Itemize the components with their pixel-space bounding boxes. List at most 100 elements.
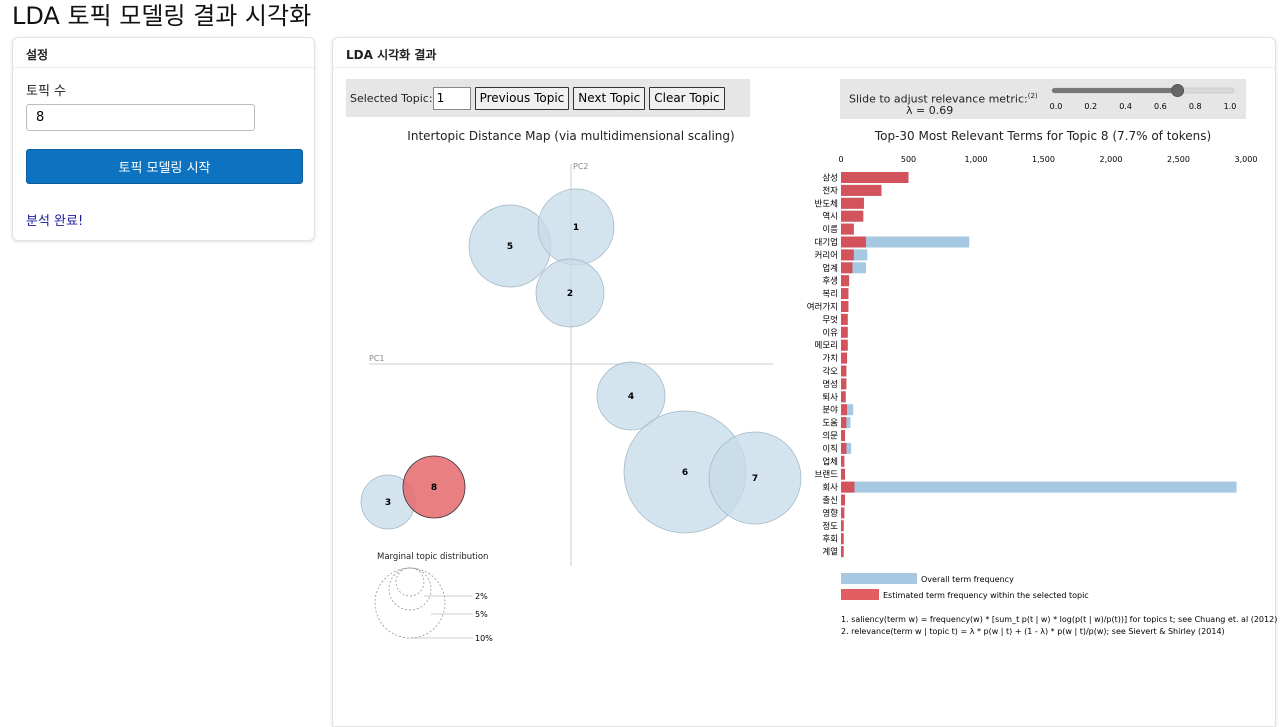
term-bar-overall[interactable] (841, 249, 868, 261)
relevance-slider[interactable]: 0.0 0.2 0.4 0.6 0.8 1.0 (1048, 83, 1238, 117)
term-label[interactable]: 전자 (822, 185, 838, 196)
term-bar-estimated[interactable] (841, 494, 846, 506)
topic-label-6[interactable]: 6 (682, 468, 688, 478)
term-row[interactable]: 이유 (822, 326, 848, 339)
topic-circle-8[interactable] (402, 455, 466, 519)
topic-label-7[interactable]: 7 (752, 474, 758, 484)
term-bar-estimated[interactable] (841, 184, 882, 196)
topic-label-1[interactable]: 1 (573, 223, 579, 233)
term-label[interactable]: 이름 (822, 224, 838, 235)
term-row[interactable]: 여러가지 (807, 301, 849, 313)
term-label[interactable]: 여러가지 (807, 302, 838, 313)
term-row[interactable]: 정도 (822, 520, 844, 532)
selected-topic-input[interactable] (432, 86, 471, 110)
term-label[interactable]: 도움 (822, 419, 838, 429)
term-bar-estimated[interactable] (841, 326, 848, 338)
term-bar-estimated[interactable] (841, 197, 864, 209)
term-label[interactable]: 퇴사 (822, 393, 838, 403)
term-bar-estimated[interactable] (841, 339, 848, 351)
term-bar-estimated[interactable] (841, 172, 909, 183)
previous-topic-button[interactable]: Previous Topic (474, 86, 570, 110)
term-label[interactable]: 의문 (822, 431, 838, 442)
term-bar-estimated[interactable] (841, 468, 846, 480)
topic-label-5[interactable]: 5 (507, 242, 513, 252)
term-row[interactable]: 계열 (822, 546, 844, 558)
term-bar-estimated[interactable] (841, 275, 850, 287)
topic-count-input[interactable] (26, 104, 255, 131)
topic-circle-2[interactable] (535, 258, 605, 328)
term-label[interactable]: 브랜드 (815, 469, 839, 480)
topic-circle-4[interactable] (596, 361, 666, 431)
term-bar-overall[interactable] (841, 404, 854, 416)
term-bar-estimated[interactable] (841, 210, 864, 222)
term-label[interactable]: 명성 (822, 379, 838, 390)
term-bar-overall[interactable] (841, 481, 1237, 493)
next-topic-button[interactable]: Next Topic (573, 86, 646, 110)
term-bar-estimated[interactable] (841, 288, 849, 300)
term-row[interactable]: 전자 (822, 184, 882, 197)
term-row[interactable]: 삼성 (822, 172, 909, 184)
term-label[interactable]: 커리어 (815, 250, 838, 261)
term-label[interactable]: 각오 (822, 366, 838, 377)
term-bar-estimated[interactable] (841, 313, 848, 325)
term-bar-estimated[interactable] (841, 223, 854, 235)
term-label[interactable]: 후회 (822, 535, 838, 545)
start-topic-modeling-button[interactable]: 토픽 모델링 시작 (26, 149, 303, 184)
term-row[interactable]: 이름 (822, 223, 854, 236)
term-bar-estimated[interactable] (841, 249, 854, 261)
term-label[interactable]: 후생 (822, 276, 838, 287)
term-label[interactable]: 역시 (822, 211, 838, 222)
term-label[interactable]: 삼성 (822, 173, 838, 184)
term-row[interactable]: 대기업 (815, 236, 970, 249)
term-row[interactable]: 출신 (822, 494, 846, 507)
term-row[interactable]: 업체 (822, 455, 845, 468)
term-row[interactable]: 회사 (822, 481, 1237, 494)
term-row[interactable]: 퇴사 (822, 391, 846, 403)
term-row[interactable]: 메모리 (815, 339, 848, 352)
term-bar-estimated[interactable] (841, 262, 853, 274)
term-label[interactable]: 업체 (822, 456, 838, 467)
term-row[interactable]: 각오 (822, 365, 847, 378)
term-row[interactable]: 브랜드 (815, 468, 846, 481)
term-row[interactable]: 커리어 (815, 249, 868, 261)
term-bar-estimated[interactable] (841, 455, 845, 467)
term-bar-estimated[interactable] (841, 533, 844, 545)
term-label[interactable]: 계열 (822, 547, 838, 558)
clear-topic-button[interactable]: Clear Topic (649, 86, 725, 110)
term-label[interactable]: 이직 (822, 443, 838, 454)
term-bar-overall[interactable] (841, 262, 866, 274)
term-row[interactable]: 반도체 (815, 197, 864, 210)
term-label[interactable]: 반도체 (815, 198, 838, 209)
term-row[interactable]: 가치 (822, 352, 848, 365)
term-label[interactable]: 메모리 (815, 341, 838, 351)
term-bar-estimated[interactable] (841, 417, 847, 429)
term-bar-estimated[interactable] (841, 442, 847, 454)
topic-label-8[interactable]: 8 (431, 483, 437, 493)
term-row[interactable]: 역시 (822, 210, 864, 223)
term-row[interactable]: 무엇 (822, 313, 848, 326)
topic-label-2[interactable]: 2 (567, 289, 573, 299)
term-label[interactable]: 업계 (822, 263, 838, 274)
term-row[interactable]: 업계 (822, 262, 866, 274)
topic-label-4[interactable]: 4 (628, 392, 634, 402)
term-bar-estimated[interactable] (841, 507, 845, 519)
term-label[interactable]: 무엇 (822, 314, 838, 325)
term-row[interactable]: 의문 (822, 430, 846, 442)
term-label[interactable]: 정도 (822, 521, 838, 532)
term-row[interactable]: 이직 (822, 442, 852, 455)
term-row[interactable]: 후회 (822, 533, 844, 545)
topic-circle-7[interactable] (708, 431, 802, 525)
term-label[interactable]: 영향 (822, 508, 838, 519)
term-row[interactable]: 명성 (822, 378, 847, 390)
term-bar-estimated[interactable] (841, 430, 846, 441)
term-bar-estimated[interactable] (841, 481, 855, 493)
term-label[interactable]: 복리 (822, 290, 838, 300)
topic-label-3[interactable]: 3 (385, 498, 391, 508)
term-row[interactable]: 영향 (822, 507, 845, 519)
slider-thumb[interactable] (1171, 84, 1185, 97)
term-label[interactable]: 분야 (822, 405, 838, 416)
term-bar-estimated[interactable] (841, 365, 847, 377)
term-bar-estimated[interactable] (841, 546, 844, 558)
term-bar-estimated[interactable] (841, 520, 844, 532)
term-label[interactable]: 대기업 (815, 238, 838, 248)
